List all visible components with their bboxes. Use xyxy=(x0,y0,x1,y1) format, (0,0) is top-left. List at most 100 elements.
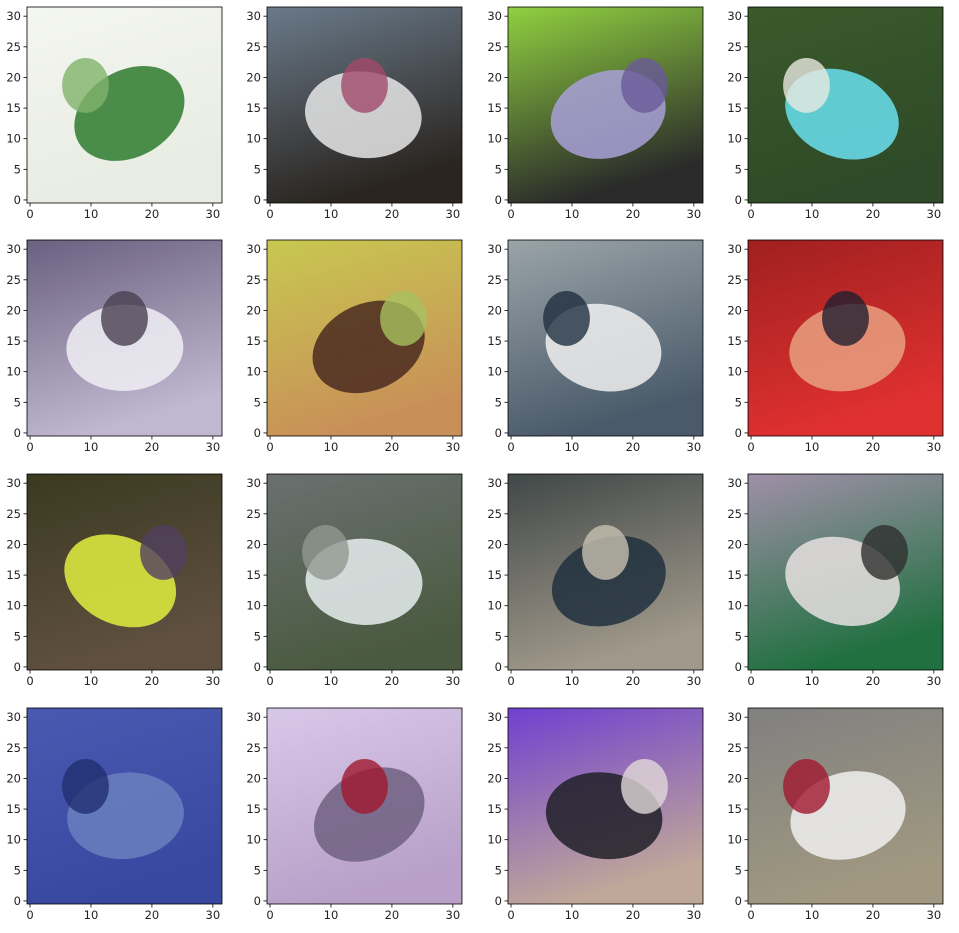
y-tick-label: 25 xyxy=(246,273,261,287)
y-tick-label: 15 xyxy=(6,101,21,115)
x-tick-label: 20 xyxy=(866,440,881,454)
x-tick-label: 20 xyxy=(145,440,160,454)
image-detail xyxy=(101,290,148,346)
y-tick-label: 30 xyxy=(727,9,742,23)
y-tick-label: 5 xyxy=(14,162,21,176)
y-tick-label: 30 xyxy=(6,9,21,23)
y-tick-label: 15 xyxy=(246,802,261,816)
image-detail xyxy=(140,524,187,580)
y-tick-label: 30 xyxy=(487,710,502,724)
image-detail xyxy=(341,57,388,113)
image-detail xyxy=(621,758,668,814)
x-tick-label: 30 xyxy=(446,440,461,454)
x-tick-label: 0 xyxy=(266,674,273,688)
x-tick-label: 20 xyxy=(626,440,641,454)
y-tick-label: 5 xyxy=(495,629,502,643)
image-panel xyxy=(267,7,462,203)
image-panel xyxy=(27,240,222,436)
y-tick-label: 30 xyxy=(6,476,21,490)
x-tick-label: 10 xyxy=(565,908,580,922)
x-tick-label: 20 xyxy=(145,674,160,688)
image-panel xyxy=(27,474,222,670)
axes-frame xyxy=(507,707,704,905)
y-tick-label: 25 xyxy=(6,507,21,521)
y-tick-label: 15 xyxy=(246,568,261,582)
x-tick-label: 10 xyxy=(324,207,339,221)
y-tick-label: 25 xyxy=(6,741,21,755)
y-tick-label: 0 xyxy=(254,894,261,908)
y-tick-label: 15 xyxy=(727,802,742,816)
y-tick-label: 25 xyxy=(727,741,742,755)
y-tick-label: 10 xyxy=(727,833,742,847)
image-panel xyxy=(748,240,943,436)
x-tick-label: 30 xyxy=(206,908,221,922)
y-tick-label: 10 xyxy=(727,599,742,613)
axes-frame xyxy=(507,239,704,437)
x-tick-label: 0 xyxy=(507,440,514,454)
x-tick-label: 10 xyxy=(805,908,820,922)
image-detail xyxy=(783,758,830,814)
x-tick-label: 20 xyxy=(145,908,160,922)
y-tick-label: 5 xyxy=(735,863,742,877)
x-tick-label: 10 xyxy=(805,207,820,221)
x-tick-label: 20 xyxy=(866,908,881,922)
y-tick-label: 25 xyxy=(727,273,742,287)
y-tick-label: 15 xyxy=(246,101,261,115)
y-tick-label: 10 xyxy=(246,833,261,847)
y-tick-label: 0 xyxy=(735,426,742,440)
x-tick-label: 10 xyxy=(565,207,580,221)
y-tick-label: 0 xyxy=(14,894,21,908)
image-panel xyxy=(508,7,703,203)
x-tick-label: 0 xyxy=(26,908,33,922)
x-tick-label: 0 xyxy=(747,207,754,221)
axes-frame xyxy=(747,473,944,671)
y-tick-label: 25 xyxy=(487,273,502,287)
y-tick-label: 15 xyxy=(487,568,502,582)
y-tick-label: 30 xyxy=(727,476,742,490)
y-tick-label: 5 xyxy=(735,395,742,409)
y-tick-label: 15 xyxy=(727,334,742,348)
y-tick-label: 0 xyxy=(495,894,502,908)
image-panel xyxy=(508,708,703,904)
y-tick-label: 15 xyxy=(6,334,21,348)
y-tick-label: 30 xyxy=(246,242,261,256)
y-tick-label: 5 xyxy=(735,629,742,643)
y-tick-label: 10 xyxy=(727,365,742,379)
image-subject xyxy=(305,71,422,159)
x-tick-label: 30 xyxy=(927,908,942,922)
x-tick-label: 0 xyxy=(507,908,514,922)
image-detail xyxy=(861,524,908,580)
image-panel xyxy=(748,708,943,904)
x-tick-label: 20 xyxy=(866,207,881,221)
y-tick-label: 10 xyxy=(487,833,502,847)
axes-frame xyxy=(266,239,463,437)
y-tick-label: 20 xyxy=(727,303,742,317)
x-tick-label: 0 xyxy=(26,674,33,688)
y-tick-label: 10 xyxy=(6,365,21,379)
y-tick-label: 0 xyxy=(495,193,502,207)
y-tick-label: 15 xyxy=(6,802,21,816)
y-tick-label: 5 xyxy=(495,863,502,877)
image-detail xyxy=(543,290,590,346)
x-tick-label: 0 xyxy=(747,674,754,688)
y-tick-label: 15 xyxy=(487,101,502,115)
x-tick-label: 20 xyxy=(385,908,400,922)
y-tick-label: 20 xyxy=(246,771,261,785)
axes-frame xyxy=(747,707,944,905)
image-panel xyxy=(267,240,462,436)
image-subject xyxy=(66,304,184,391)
y-tick-label: 25 xyxy=(487,40,502,54)
axes-frame xyxy=(26,473,223,671)
image-panel xyxy=(508,474,703,670)
x-tick-label: 0 xyxy=(507,674,514,688)
y-tick-label: 10 xyxy=(6,132,21,146)
y-tick-label: 20 xyxy=(487,537,502,551)
image-detail xyxy=(621,57,668,113)
image-subject xyxy=(789,303,906,392)
y-tick-label: 5 xyxy=(254,162,261,176)
image-detail xyxy=(62,758,109,814)
y-tick-label: 15 xyxy=(487,334,502,348)
axes-frame xyxy=(26,239,223,437)
x-tick-label: 30 xyxy=(927,674,942,688)
